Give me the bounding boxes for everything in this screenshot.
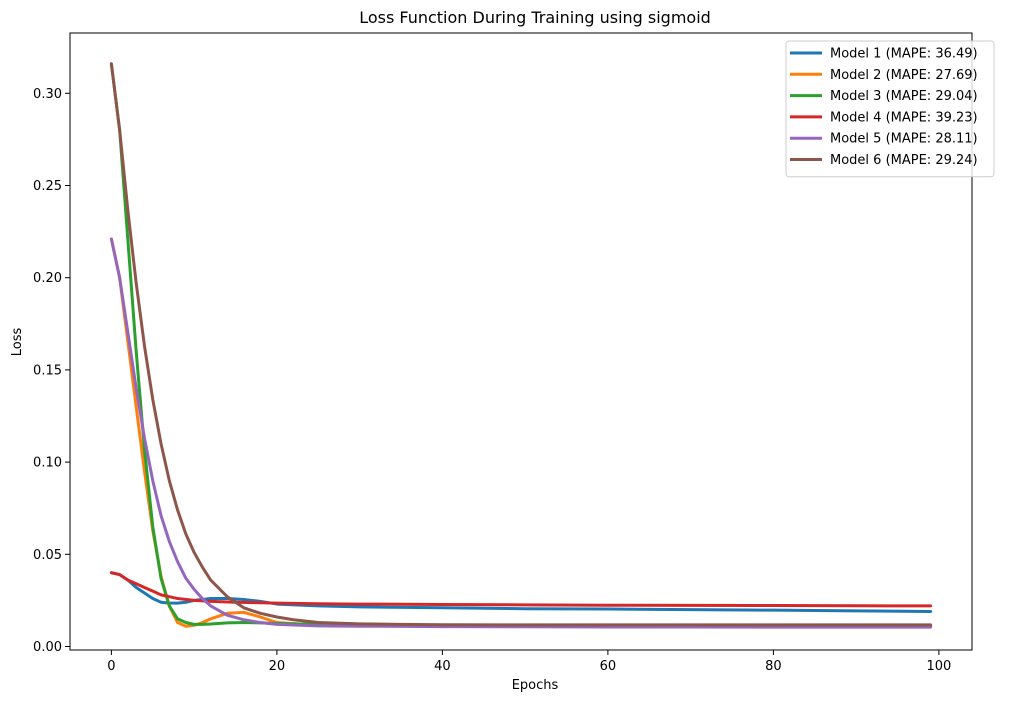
- legend-label: Model 3 (MAPE: 29.04): [830, 89, 978, 104]
- plot-frame: [69, 32, 973, 651]
- x-tick-label: 80: [765, 659, 782, 674]
- x-tick-label: 100: [926, 659, 951, 674]
- y-axis-label: Loss: [10, 328, 25, 357]
- x-axis-label: Epochs: [512, 678, 559, 693]
- x-tick-label: 60: [600, 659, 617, 674]
- legend-label: Model 6 (MAPE: 29.24): [830, 153, 978, 168]
- y-tick-label: 0.05: [33, 548, 62, 563]
- x-tick-label: 20: [269, 659, 286, 674]
- series-line-model-1: [109, 571, 933, 613]
- legend-label: Model 2 (MAPE: 27.69): [830, 68, 978, 83]
- chart-title: Loss Function During Training using sigm…: [359, 8, 711, 27]
- series-layer: [109, 62, 933, 629]
- y-tick-label: 0.30: [33, 87, 62, 102]
- y-axis: 0.00 0.05 0.10 0.15 0.20 0.25 0.30: [33, 87, 70, 655]
- x-tick-label: 40: [434, 659, 451, 674]
- y-tick-label: 0.20: [33, 271, 62, 286]
- series-line-model-5: [109, 237, 933, 629]
- legend-label: Model 1 (MAPE: 36.49): [830, 47, 978, 62]
- y-tick-label: 0.10: [33, 456, 62, 471]
- series-line-model-2: [109, 237, 933, 628]
- series-line-model-4: [109, 571, 933, 608]
- x-tick-label: 0: [107, 659, 115, 674]
- series-line-model-6: [109, 62, 933, 627]
- x-axis: 0 20 40 60 80 100: [107, 650, 951, 674]
- legend-label: Model 4 (MAPE: 39.23): [830, 110, 978, 125]
- y-tick-label: 0.00: [33, 640, 62, 655]
- legend-label: Model 5 (MAPE: 28.11): [830, 132, 978, 147]
- legend-box: [785, 40, 995, 178]
- legend: Model 1 (MAPE: 36.49) Model 2 (MAPE: 27.6…: [785, 40, 995, 178]
- y-tick-label: 0.15: [33, 363, 62, 378]
- y-tick-label: 0.25: [33, 179, 62, 194]
